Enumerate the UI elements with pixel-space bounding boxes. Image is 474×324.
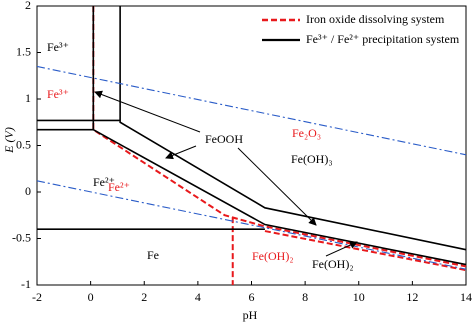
x-tick-label: 0	[88, 290, 94, 304]
y-tick-label: -1	[21, 277, 31, 291]
x-axis-label: pH	[243, 308, 258, 322]
x-tick-label: 14	[460, 290, 472, 304]
series-line	[37, 6, 467, 266]
arrow	[237, 147, 317, 226]
x-tick-label: -2	[32, 290, 42, 304]
annotation: Fe³⁺	[47, 87, 69, 101]
annotation: Fe	[147, 248, 159, 262]
y-tick-label: 0.5	[16, 137, 31, 151]
arrow	[94, 90, 201, 133]
y-axis-label: E (V)	[2, 127, 16, 154]
x-tick-label: 12	[406, 290, 418, 304]
annotation: Fe²⁺	[108, 180, 130, 194]
series-line	[36, 65, 467, 270]
y-tick-label: 1.5	[16, 44, 31, 58]
legend-box	[255, 8, 464, 50]
arrow	[325, 241, 358, 257]
y-tick-label: 1	[25, 91, 31, 105]
annotation: FeOOH	[205, 132, 243, 146]
y-tick-label: 2	[25, 0, 31, 12]
annotation: Fe(OH)₂	[312, 257, 354, 271]
x-tick-label: 2	[141, 290, 147, 304]
annotation: Fe²⁺	[93, 175, 115, 189]
annotation: Fe(OH)₂	[252, 249, 294, 263]
x-tick-label: 4	[195, 290, 201, 304]
annotation: Fe³⁺	[47, 40, 69, 54]
legend-label: Fe³⁺ / Fe²⁺ precipitation system	[306, 32, 460, 46]
x-tick-label: 10	[353, 290, 365, 304]
y-tick-label: -0.5	[12, 230, 31, 244]
legend: Iron oxide dissolving system Fe³⁺ / Fe²⁺ …	[255, 8, 464, 50]
x-tick-label: 6	[249, 290, 255, 304]
legend-label: Iron oxide dissolving system	[306, 12, 445, 26]
arrow	[165, 145, 197, 160]
annotation: Fe(OH)₃	[291, 152, 333, 166]
annotation: Fe₂O₃	[292, 126, 321, 140]
x-tick-label: 8	[302, 290, 308, 304]
y-tick-label: 0	[25, 184, 31, 198]
